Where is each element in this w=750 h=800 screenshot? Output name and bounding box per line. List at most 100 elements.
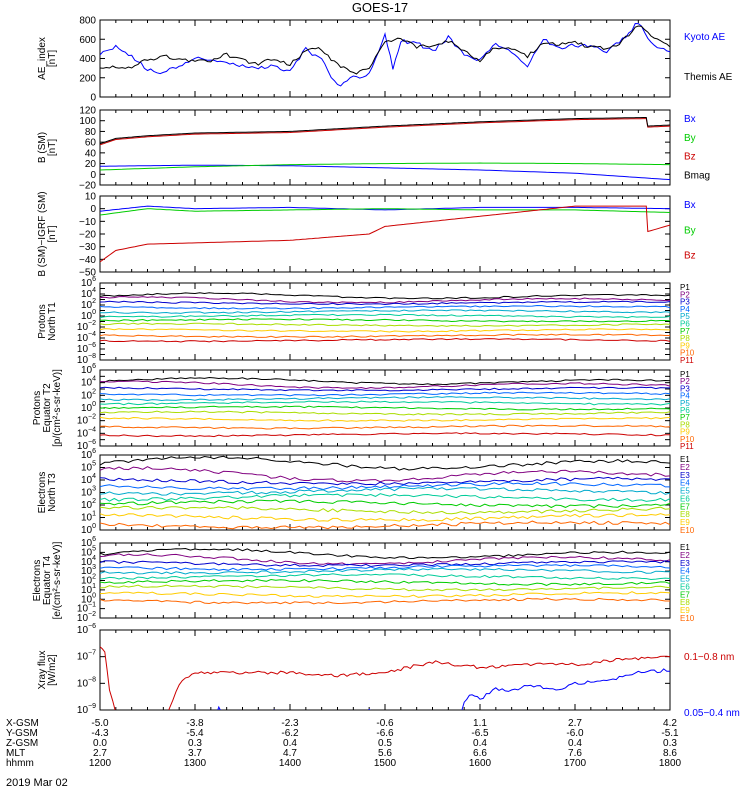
- legend-entry: P3: [680, 298, 690, 307]
- y-tick-label: 60: [85, 138, 97, 149]
- channel-line-4: [100, 391, 670, 397]
- footer-row-value: -2.3: [281, 718, 299, 729]
- channel-line-7: [100, 578, 670, 586]
- y-tick-label: 10−9: [77, 703, 96, 716]
- legend-entry: E2: [680, 551, 690, 560]
- y-tick-exponent: −8: [88, 676, 96, 683]
- panel-frame: [99, 454, 671, 531]
- legend-entry: P4: [680, 305, 690, 314]
- y-tick-exponent: 2: [92, 298, 96, 305]
- legend-entry: E10: [680, 526, 695, 535]
- series-line-2: [100, 162, 670, 171]
- channel-line-9: [100, 591, 670, 598]
- y-tick-label: 10−2: [77, 414, 96, 427]
- y-tick-exponent: −6: [88, 342, 96, 349]
- footer-row-value: 8.6: [663, 748, 677, 759]
- y-axis-label: North T3: [47, 473, 58, 512]
- y-axis-label: North T1: [47, 302, 58, 341]
- footer-row-value: 5.6: [378, 748, 392, 759]
- y-tick-exponent: 1: [92, 511, 96, 518]
- footer-row-value: 1500: [374, 758, 397, 769]
- y-tick-exponent: −1: [88, 602, 96, 609]
- y-tick-exponent: 2: [92, 388, 96, 395]
- channel-line-7: [100, 318, 670, 323]
- series-line-1: [100, 164, 670, 181]
- channel-line-1: [100, 376, 670, 386]
- footer-row-value: 6.6: [473, 748, 487, 759]
- data-area: [100, 455, 670, 530]
- legend-entry: P1: [680, 370, 690, 379]
- footer-row-value: 4.2: [663, 718, 677, 729]
- panel-bigrf: −50 −40 −30−20 −10 010 B (SM)−IGRF (SM) [nT] Bx…: [37, 191, 696, 278]
- channel-line-3: [100, 560, 670, 568]
- y-tick-label: 200: [79, 73, 96, 84]
- legend-entry: E1: [680, 543, 690, 552]
- footer-row-value: -6.0: [566, 728, 584, 739]
- y-tick-exponent: 4: [92, 287, 96, 294]
- y-tick-exponent: −6: [88, 439, 96, 446]
- y-axis-label: AE_index: [37, 37, 48, 80]
- y-tick-label: 102: [81, 498, 96, 511]
- y-tick-exponent: −4: [88, 426, 96, 433]
- y-tick-exponent: 6: [92, 448, 96, 455]
- channel-line-5: [100, 396, 670, 402]
- y-tick-label: 10−4: [77, 426, 96, 439]
- channel-line-3: [100, 476, 670, 486]
- footer-row-value: 0.3: [663, 738, 677, 749]
- footer-row-label: X-GSM: [6, 718, 39, 729]
- channel-line-10: [100, 520, 670, 530]
- legend-entry: P5: [680, 312, 690, 321]
- y-tick-label: 101: [81, 511, 96, 524]
- footer-row-value: 1700: [564, 758, 587, 769]
- footer-row-value: 0.4: [283, 738, 297, 749]
- y-tick-exponent: 0: [92, 309, 96, 316]
- legend-entry: P11: [680, 442, 694, 451]
- channel-line-4: [100, 481, 670, 491]
- y-axis-label: [nT]: [47, 139, 58, 156]
- footer-row-label: MLT: [6, 748, 25, 759]
- y-tick-exponent: 1: [92, 583, 96, 590]
- channel-line-5: [100, 309, 670, 314]
- panel-frame: [99, 629, 671, 711]
- footer-row-value: 1200: [89, 758, 112, 769]
- channel-line-1: [100, 455, 670, 471]
- y-tick-label: 106: [81, 448, 96, 461]
- y-tick-label: 40: [85, 148, 97, 159]
- y-tick-label: 0: [90, 204, 96, 215]
- footer-row-value: -5.1: [661, 728, 679, 739]
- y-axis-label: Protons: [37, 304, 48, 338]
- footer-row-value: 0.0: [93, 738, 107, 749]
- y-tick-label: 105: [81, 461, 96, 474]
- y-axis-label: [e/(cm²-s-sr-keV)]: [52, 541, 63, 619]
- channel-line-9: [100, 328, 670, 333]
- legend-entry: By: [684, 133, 696, 144]
- y-tick-label: 10−8: [77, 676, 96, 689]
- y-tick-label: 106: [81, 363, 96, 376]
- legend-entry: Bz: [684, 152, 696, 163]
- y-axis-label: Electrons: [32, 560, 43, 602]
- y-tick-exponent: −6: [88, 623, 96, 630]
- legend-entry: 0.1−0.8 nm: [684, 652, 734, 663]
- y-tick-label: −20: [79, 181, 96, 192]
- series-line-2: [100, 208, 670, 216]
- y-tick-label: 100: [79, 116, 96, 127]
- y-tick-label: 800: [79, 16, 96, 27]
- channel-line-3: [100, 300, 670, 306]
- legend-entry: E8: [680, 598, 690, 607]
- legend-entry: By: [684, 225, 696, 236]
- footer-row-value: 7.6: [568, 748, 582, 759]
- channel-line-2: [100, 380, 670, 390]
- legend-entry: P8: [680, 334, 690, 343]
- footer-row-label: hhmm: [6, 758, 34, 769]
- footer-row-value: -6.2: [281, 728, 299, 739]
- y-tick-label: −20: [79, 230, 96, 241]
- y-tick-exponent: −2: [88, 414, 96, 421]
- legend-entry: E4: [680, 479, 690, 488]
- y-tick-exponent: 0: [92, 523, 96, 530]
- y-tick-exponent: 4: [92, 555, 96, 562]
- y-tick-label: 20: [85, 159, 97, 170]
- channel-line-9: [100, 416, 670, 422]
